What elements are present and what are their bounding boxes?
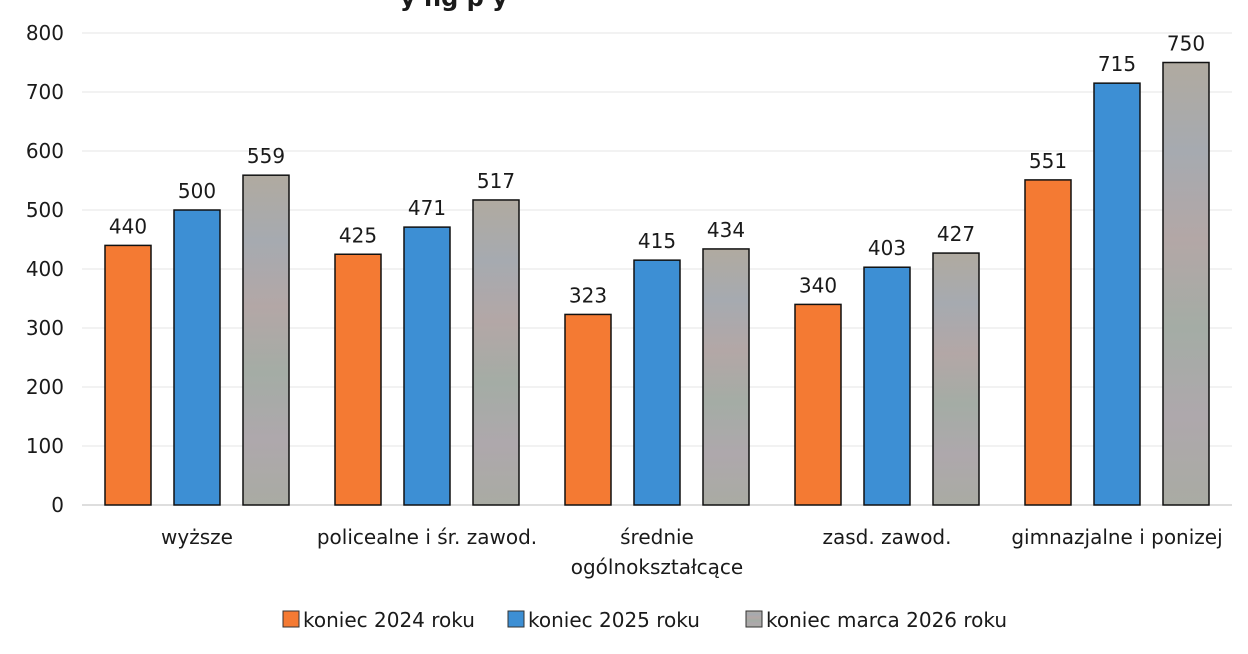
data-label: 440	[109, 214, 147, 238]
data-label: 551	[1029, 149, 1067, 173]
x-category-label: średnie	[620, 525, 694, 549]
bar	[794, 303, 842, 506]
data-label: 340	[799, 273, 837, 297]
data-label: 434	[707, 218, 745, 242]
legend-label: koniec 2025 roku	[528, 608, 700, 632]
y-tick-label: 200	[26, 375, 64, 399]
data-label: 425	[339, 223, 377, 247]
bar	[702, 248, 750, 506]
chart-title-fragment: y ng p y	[400, 0, 508, 12]
bar	[403, 226, 451, 506]
legend-swatch	[745, 610, 763, 628]
x-category-label: wyższe	[161, 525, 233, 549]
data-label: 517	[477, 169, 515, 193]
y-tick-label: 800	[26, 21, 64, 45]
y-tick-label: 300	[26, 316, 64, 340]
y-tick-label: 500	[26, 198, 64, 222]
y-tick-label: 600	[26, 139, 64, 163]
legend-label: koniec 2024 roku	[303, 608, 475, 632]
bar	[472, 199, 520, 506]
y-tick-label: 100	[26, 434, 64, 458]
legend-label: koniec marca 2026 roku	[766, 608, 1007, 632]
x-category-label: gimnazjalne i ponizej	[1011, 525, 1222, 549]
data-label: 500	[178, 179, 216, 203]
data-label: 471	[408, 196, 446, 220]
y-tick-label: 400	[26, 257, 64, 281]
bar	[334, 253, 382, 506]
data-label: 427	[937, 222, 975, 246]
x-category-label: zasd. zawod.	[823, 525, 952, 549]
bar	[633, 259, 681, 506]
bar	[1024, 179, 1072, 506]
data-label: 415	[638, 229, 676, 253]
bar	[1093, 82, 1141, 506]
bar	[104, 244, 152, 506]
bar	[863, 266, 911, 506]
bar	[242, 174, 290, 506]
legend-swatch	[507, 610, 525, 628]
data-label: 323	[569, 283, 607, 307]
legend-swatch	[282, 610, 300, 628]
y-tick-label: 0	[51, 493, 64, 517]
bar	[1162, 61, 1210, 506]
y-tick-label: 700	[26, 80, 64, 104]
x-category-label: ogólnokształcące	[571, 555, 743, 579]
bar	[173, 209, 221, 506]
data-label: 715	[1098, 52, 1136, 76]
bar	[932, 252, 980, 506]
data-label: 559	[247, 144, 285, 168]
data-label: 403	[868, 236, 906, 260]
bar	[564, 313, 612, 506]
x-category-label: policealne i śr. zawod.	[317, 525, 537, 549]
data-label: 750	[1167, 32, 1205, 56]
